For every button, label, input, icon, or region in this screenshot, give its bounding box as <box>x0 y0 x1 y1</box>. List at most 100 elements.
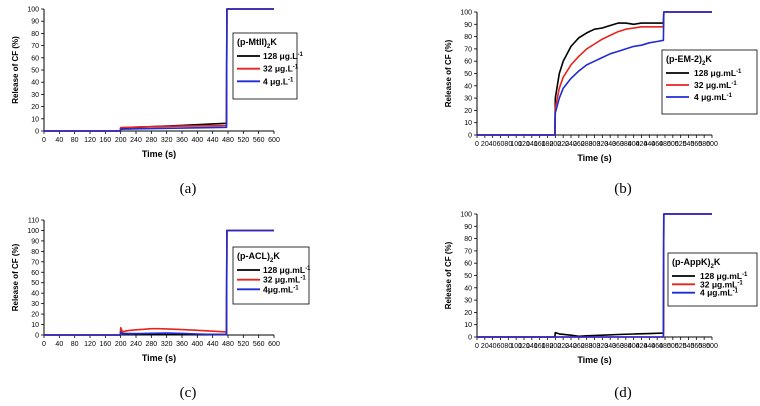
y-tick-label: 90 <box>464 224 472 231</box>
x-tick-label: 380 <box>620 141 632 148</box>
x-tick-label: 40 <box>55 137 63 144</box>
x-tick-label: 200 <box>115 341 127 348</box>
x-tick-label: 320 <box>596 343 608 350</box>
x-tick-label: 340 <box>604 141 616 148</box>
x-tick-label: 480 <box>222 341 234 348</box>
x-tick-label: 40 <box>489 343 497 350</box>
legend-title: (p-MtII)2K <box>237 37 277 50</box>
x-tick-label: 100 <box>510 141 522 148</box>
y-tick-label: 70 <box>464 46 472 53</box>
y-tick-label: 40 <box>31 291 39 298</box>
series-line-3 <box>477 11 712 136</box>
y-tick-label: 60 <box>464 261 472 268</box>
x-tick-label: 480 <box>222 137 234 144</box>
x-tick-label: 560 <box>253 137 265 144</box>
x-tick-label: 280 <box>145 137 157 144</box>
x-tick-label: 400 <box>628 343 640 350</box>
x-tick-label: 460 <box>651 141 663 148</box>
x-tick-label: 380 <box>620 343 632 350</box>
x-tick-label: 440 <box>643 343 655 350</box>
y-tick-label: 20 <box>464 310 472 317</box>
y-tick-label: 0 <box>468 335 472 342</box>
x-tick-label: 520 <box>675 343 687 350</box>
legend-box <box>232 246 310 305</box>
legend-box <box>667 252 758 307</box>
x-tick-label: 60 <box>497 141 505 148</box>
x-tick-label: 400 <box>191 137 203 144</box>
x-tick-label: 320 <box>161 341 173 348</box>
panel-label-b: (b) <box>614 181 632 197</box>
x-tick-label: 120 <box>84 137 96 144</box>
series-line-1 <box>477 213 712 338</box>
x-tick-label: 520 <box>675 141 687 148</box>
legend-label-3: 4 μg.mL-1 <box>694 92 733 102</box>
x-tick-label: 120 <box>518 343 530 350</box>
y-tick-label: 30 <box>31 301 39 308</box>
y-tick-label: 60 <box>31 55 39 62</box>
y-tick-label: 80 <box>464 236 472 243</box>
series-line-2 <box>477 11 712 136</box>
x-tick-label: 400 <box>628 141 640 148</box>
y-tick-label: 100 <box>27 228 39 235</box>
x-tick-label: 180 <box>542 343 554 350</box>
x-tick-label: 420 <box>636 141 648 148</box>
x-tick-label: 200 <box>115 137 127 144</box>
y-tick-label: 100 <box>27 7 39 14</box>
x-tick-label: 400 <box>191 341 203 348</box>
y-tick-label: 100 <box>460 10 472 17</box>
x-tick-label: 580 <box>698 141 710 148</box>
x-tick-label: 500 <box>667 343 679 350</box>
panel-label-c: (c) <box>180 385 197 401</box>
y-tick-label: 90 <box>31 19 39 26</box>
x-tick-label: 600 <box>706 141 718 148</box>
x-tick-label: 280 <box>581 141 593 148</box>
y-tick-label: 10 <box>464 120 472 127</box>
y-tick-label: 20 <box>31 312 39 319</box>
x-axis-title: Time (s) <box>577 355 611 365</box>
x-tick-label: 260 <box>573 141 585 148</box>
x-tick-label: 80 <box>71 341 79 348</box>
x-tick-label: 140 <box>526 141 538 148</box>
x-tick-label: 80 <box>504 343 512 350</box>
x-tick-label: 560 <box>690 343 702 350</box>
x-tick-label: 240 <box>565 343 577 350</box>
y-tick-label: 60 <box>31 270 39 277</box>
legend-label-1: 128 μg.mL-1 <box>700 271 748 281</box>
y-tick-label: 10 <box>31 116 39 123</box>
legend-title: (p-AppK)2K <box>672 257 721 270</box>
y-tick-label: 0 <box>35 129 39 136</box>
x-tick-label: 320 <box>596 141 608 148</box>
x-tick-label: 360 <box>612 343 624 350</box>
y-tick-label: 80 <box>464 34 472 41</box>
y-tick-label: 70 <box>31 259 39 266</box>
x-tick-label: 440 <box>207 341 219 348</box>
x-tick-label: 0 <box>42 341 46 348</box>
legend-label-1: 128 μg.mL-1 <box>263 265 311 275</box>
x-tick-label: 140 <box>526 343 538 350</box>
x-axis-title: Time (s) <box>142 353 176 363</box>
x-tick-label: 240 <box>130 341 142 348</box>
legend-label-3: 4 μg.L-1 <box>263 76 294 86</box>
x-tick-label: 440 <box>643 141 655 148</box>
x-tick-label: 160 <box>99 137 111 144</box>
x-tick-label: 280 <box>581 343 593 350</box>
x-tick-label: 220 <box>557 141 569 148</box>
x-tick-label: 180 <box>542 141 554 148</box>
x-tick-label: 280 <box>145 341 157 348</box>
x-tick-label: 100 <box>510 343 522 350</box>
y-tick-label: 80 <box>31 249 39 256</box>
panel-label-a: (a) <box>180 181 197 197</box>
x-tick-label: 20 <box>481 343 489 350</box>
x-axis-title: Time (s) <box>142 149 176 159</box>
y-tick-label: 20 <box>31 104 39 111</box>
x-tick-label: 360 <box>612 141 624 148</box>
x-tick-label: 460 <box>651 343 663 350</box>
x-tick-label: 0 <box>42 137 46 144</box>
y-tick-label: 10 <box>31 322 39 329</box>
y-tick-label: 70 <box>31 43 39 50</box>
series-line-3 <box>44 229 274 336</box>
x-tick-label: 40 <box>489 141 497 148</box>
x-tick-label: 520 <box>237 341 249 348</box>
x-tick-label: 320 <box>161 137 173 144</box>
